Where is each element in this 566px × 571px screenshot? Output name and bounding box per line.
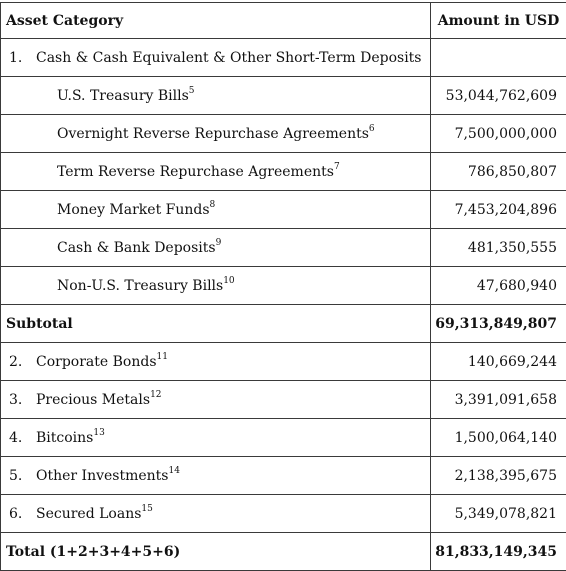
row-label: Term Reverse Repurchase Agreements7 [1, 153, 431, 191]
footnote-ref: 13 [93, 428, 104, 438]
row-amount [431, 39, 566, 77]
footnote-ref: 11 [157, 352, 168, 362]
row-label: 5.Other Investments14 [1, 457, 431, 495]
row-label: Cash & Bank Deposits9 [1, 229, 431, 267]
row-amount: 140,669,244 [431, 343, 566, 381]
table-row: 6.Secured Loans15 5,349,078,821 [1, 495, 566, 533]
row-label: Non-U.S. Treasury Bills10 [1, 267, 431, 305]
row-amount: 7,453,204,896 [431, 191, 566, 229]
subtotal-label: Subtotal [1, 305, 431, 343]
row-label-text: U.S. Treasury Bills [57, 88, 189, 104]
header-asset-category: Asset Category [1, 3, 431, 39]
row-amount: 47,680,940 [431, 267, 566, 305]
table-row: 2.Corporate Bonds11 140,669,244 [1, 343, 566, 381]
subtotal-row: Subtotal 69,313,849,807 [1, 305, 566, 343]
subtotal-amount: 69,313,849,807 [431, 305, 566, 343]
row-label-text: Other Investments [36, 468, 169, 484]
row-number: 2. [9, 354, 36, 370]
footnote-ref: 5 [189, 86, 195, 96]
row-label-text: Bitcoins [36, 430, 93, 446]
row-amount: 53,044,762,609 [431, 77, 566, 115]
footnote-ref: 9 [216, 238, 222, 248]
row-label: 1.Cash & Cash Equivalent & Other Short-T… [1, 39, 431, 77]
table-row: Term Reverse Repurchase Agreements7 786,… [1, 153, 566, 191]
row-label-text: Money Market Funds [57, 202, 210, 218]
row-label: Overnight Reverse Repurchase Agreements6 [1, 115, 431, 153]
row-number: 3. [9, 392, 36, 408]
row-label-text: Secured Loans [36, 506, 141, 522]
table-row: U.S. Treasury Bills5 53,044,762,609 [1, 77, 566, 115]
row-amount: 481,350,555 [431, 229, 566, 267]
row-label-text: Cash & Bank Deposits [57, 240, 216, 256]
row-label: U.S. Treasury Bills5 [1, 77, 431, 115]
table-row: 4.Bitcoins13 1,500,064,140 [1, 419, 566, 457]
row-number: 6. [9, 506, 36, 522]
row-label-text: Corporate Bonds [36, 354, 157, 370]
header-amount-usd: Amount in USD [431, 3, 566, 39]
row-label-text: Non-U.S. Treasury Bills [57, 278, 223, 294]
total-amount: 81,833,149,345 [431, 533, 566, 571]
table-row: Cash & Bank Deposits9 481,350,555 [1, 229, 566, 267]
row-label-text: Cash & Cash Equivalent & Other Short-Ter… [36, 50, 422, 66]
row-label: 4.Bitcoins13 [1, 419, 431, 457]
row-amount: 786,850,807 [431, 153, 566, 191]
row-number: 4. [9, 430, 36, 446]
row-number: 5. [9, 468, 36, 484]
footnote-ref: 15 [141, 504, 152, 514]
row-amount: 5,349,078,821 [431, 495, 566, 533]
total-row: Total (1+2+3+4+5+6) 81,833,149,345 [1, 533, 566, 571]
row-label: 2.Corporate Bonds11 [1, 343, 431, 381]
row-amount: 1,500,064,140 [431, 419, 566, 457]
row-label-text: Precious Metals [36, 392, 150, 408]
row-label-text: Term Reverse Repurchase Agreements [57, 164, 334, 180]
table-row: Money Market Funds8 7,453,204,896 [1, 191, 566, 229]
footnote-ref: 7 [334, 162, 340, 172]
table-header-row: Asset Category Amount in USD [1, 3, 566, 39]
row-amount: 2,138,395,675 [431, 457, 566, 495]
footnote-ref: 8 [210, 200, 216, 210]
footnote-ref: 6 [369, 124, 375, 134]
total-label: Total (1+2+3+4+5+6) [1, 533, 431, 571]
row-amount: 7,500,000,000 [431, 115, 566, 153]
row-label: 6.Secured Loans15 [1, 495, 431, 533]
footnote-ref: 10 [223, 276, 234, 286]
table-row: Non-U.S. Treasury Bills10 47,680,940 [1, 267, 566, 305]
row-label: Money Market Funds8 [1, 191, 431, 229]
footnote-ref: 12 [150, 390, 161, 400]
footnote-ref: 14 [169, 466, 180, 476]
row-label-text: Overnight Reverse Repurchase Agreements [57, 126, 369, 142]
table-row: Overnight Reverse Repurchase Agreements6… [1, 115, 566, 153]
table-row: 5.Other Investments14 2,138,395,675 [1, 457, 566, 495]
row-amount: 3,391,091,658 [431, 381, 566, 419]
table-row: 1.Cash & Cash Equivalent & Other Short-T… [1, 39, 566, 77]
row-number: 1. [9, 50, 36, 66]
table-row: 3.Precious Metals12 3,391,091,658 [1, 381, 566, 419]
row-label: 3.Precious Metals12 [1, 381, 431, 419]
